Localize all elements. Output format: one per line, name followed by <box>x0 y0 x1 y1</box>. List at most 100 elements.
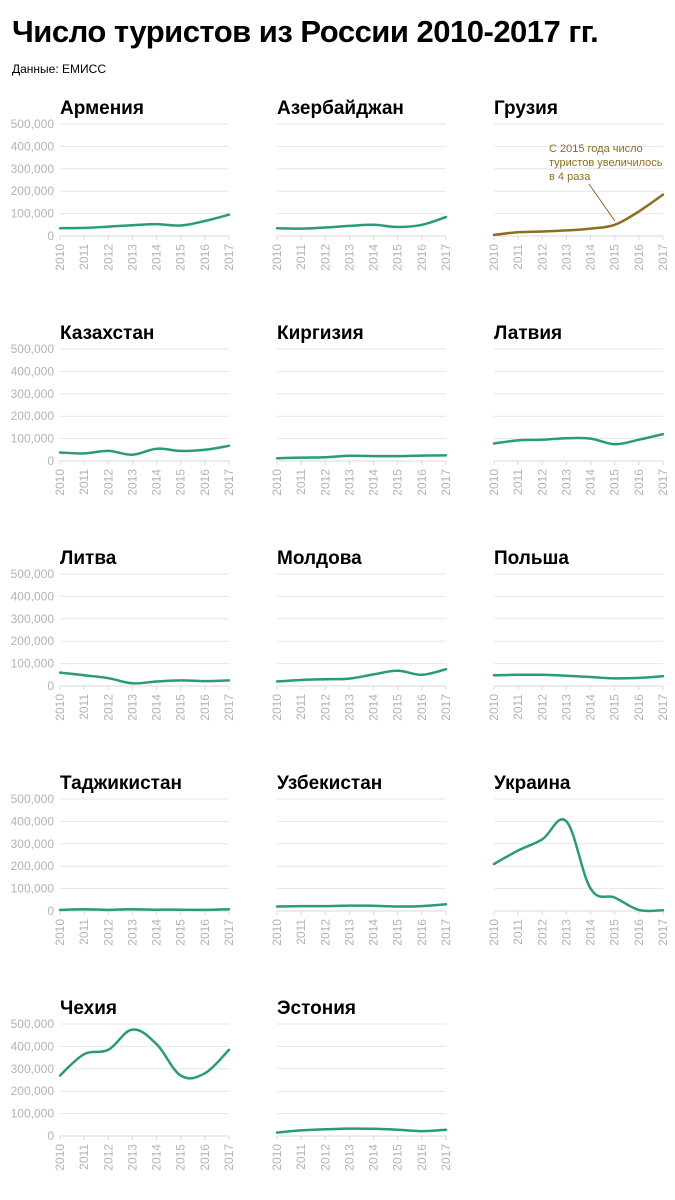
x-tick-label: 2017 <box>439 469 453 496</box>
chart-title: Азербайджан <box>277 98 404 119</box>
x-tick-label: 2017 <box>656 244 670 271</box>
x-tick-label: 2010 <box>53 919 67 946</box>
x-tick-label: 2016 <box>415 694 429 721</box>
small-chart-2: Азербайджан 2010 2011 2012 2013 2014 2015 2016 2… <box>270 98 453 271</box>
y-tick-label: 400,000 <box>11 364 55 378</box>
y-tick-label: 300,000 <box>11 837 55 851</box>
x-tick-label: 2014 <box>150 1144 164 1171</box>
x-tick-label: 2011 <box>511 919 525 945</box>
series-line <box>275 667 448 683</box>
x-tick-label: 2013 <box>559 919 573 946</box>
series-line <box>58 1028 231 1080</box>
x-tick-label: 2014 <box>584 919 598 946</box>
small-chart-1: Армения 0 100,000 200,000 300,000 400,000 500,… <box>11 98 236 271</box>
y-tick-label: 400,000 <box>11 1039 55 1053</box>
x-tick-label: 2016 <box>198 919 212 946</box>
x-tick-label: 2014 <box>367 469 381 496</box>
small-chart-5: Киргизия 2010 2011 2012 2013 2014 2015 2016 2017 <box>270 323 453 496</box>
x-tick-label: 2017 <box>439 919 453 946</box>
x-tick-label: 2010 <box>487 244 501 271</box>
x-tick-label: 2012 <box>101 244 115 271</box>
x-tick-label: 2013 <box>559 694 573 721</box>
x-tick-label: 2013 <box>125 919 139 946</box>
x-tick-label: 2013 <box>125 1144 139 1171</box>
small-chart-4: Казахстан 0 100,000 200,000 300,000 400,000 50… <box>11 323 236 496</box>
y-tick-label: 500,000 <box>11 792 55 806</box>
y-tick-label: 400,000 <box>11 814 55 828</box>
x-tick-label: 2016 <box>198 694 212 721</box>
y-tick-label: 0 <box>47 454 54 468</box>
y-tick-label: 300,000 <box>11 1062 55 1076</box>
x-tick-label: 2015 <box>174 1144 188 1171</box>
x-tick-label: 2013 <box>342 694 356 721</box>
x-tick-label: 2010 <box>270 919 284 946</box>
x-tick-label: 2017 <box>656 694 670 721</box>
y-tick-label: 300,000 <box>11 612 55 626</box>
x-tick-label: 2015 <box>391 1144 405 1171</box>
x-tick-label: 2014 <box>367 694 381 721</box>
series-line <box>275 215 448 230</box>
y-tick-label: 0 <box>47 229 54 243</box>
chart-title: Чехия <box>60 998 117 1019</box>
x-tick-label: 2011 <box>511 469 525 495</box>
x-tick-label: 2011 <box>77 694 91 720</box>
x-tick-label: 2011 <box>77 244 91 270</box>
x-tick-label: 2012 <box>101 694 115 721</box>
x-tick-label: 2011 <box>294 694 308 720</box>
series-line <box>492 818 665 913</box>
chart-title: Литва <box>60 548 117 569</box>
x-tick-label: 2017 <box>222 244 236 271</box>
x-tick-label: 2013 <box>559 469 573 496</box>
x-tick-label: 2013 <box>559 244 573 271</box>
series-line <box>275 1127 448 1134</box>
x-tick-label: 2017 <box>222 469 236 496</box>
series-line <box>492 673 665 680</box>
x-tick-label: 2014 <box>150 469 164 496</box>
y-tick-label: 0 <box>47 679 54 693</box>
y-tick-label: 100,000 <box>11 432 55 446</box>
x-tick-label: 2011 <box>294 1144 308 1170</box>
y-tick-label: 300,000 <box>11 387 55 401</box>
x-tick-label: 2015 <box>174 469 188 496</box>
x-tick-label: 2017 <box>439 694 453 721</box>
series-line <box>58 907 231 912</box>
chart-title: Украина <box>494 773 571 794</box>
x-tick-label: 2012 <box>318 244 332 271</box>
y-tick-label: 200,000 <box>11 1084 55 1098</box>
x-tick-label: 2016 <box>415 919 429 946</box>
x-tick-label: 2015 <box>391 469 405 496</box>
x-tick-label: 2015 <box>174 694 188 721</box>
x-tick-label: 2016 <box>198 1144 212 1171</box>
chart-title: Польша <box>494 548 569 569</box>
x-tick-label: 2010 <box>53 1144 67 1171</box>
x-tick-label: 2013 <box>342 469 356 496</box>
y-tick-label: 200,000 <box>11 859 55 873</box>
y-tick-label: 500,000 <box>11 567 55 581</box>
annotation-pointer <box>588 183 616 222</box>
x-tick-label: 2012 <box>535 469 549 496</box>
x-tick-label: 2014 <box>150 919 164 946</box>
x-tick-label: 2010 <box>270 244 284 271</box>
annotation-text: С 2015 года число <box>549 143 643 155</box>
chart-title: Грузия <box>494 98 558 119</box>
x-tick-label: 2010 <box>53 469 67 496</box>
small-chart-7: Литва 0 100,000 200,000 300,000 400,000 500,00… <box>11 548 236 721</box>
x-tick-label: 2017 <box>222 919 236 946</box>
x-tick-label: 2016 <box>198 244 212 271</box>
x-tick-label: 2015 <box>391 694 405 721</box>
small-chart-11: Узбекистан 2010 2011 2012 2013 2014 2015 2016 20… <box>270 773 453 946</box>
y-tick-label: 500,000 <box>11 342 55 356</box>
x-tick-label: 2016 <box>415 244 429 271</box>
page-title: Число туристов из России 2010-2017 гг. <box>12 14 599 49</box>
y-tick-label: 200,000 <box>11 409 55 423</box>
x-tick-label: 2015 <box>391 919 405 946</box>
x-tick-label: 2014 <box>367 1144 381 1171</box>
y-tick-label: 500,000 <box>11 1017 55 1031</box>
series-line <box>492 432 665 446</box>
x-tick-label: 2017 <box>439 244 453 271</box>
x-tick-label: 2014 <box>584 469 598 496</box>
y-tick-label: 300,000 <box>11 162 55 176</box>
x-tick-label: 2012 <box>318 1144 332 1171</box>
x-tick-label: 2010 <box>53 694 67 721</box>
x-tick-label: 2017 <box>439 1144 453 1171</box>
